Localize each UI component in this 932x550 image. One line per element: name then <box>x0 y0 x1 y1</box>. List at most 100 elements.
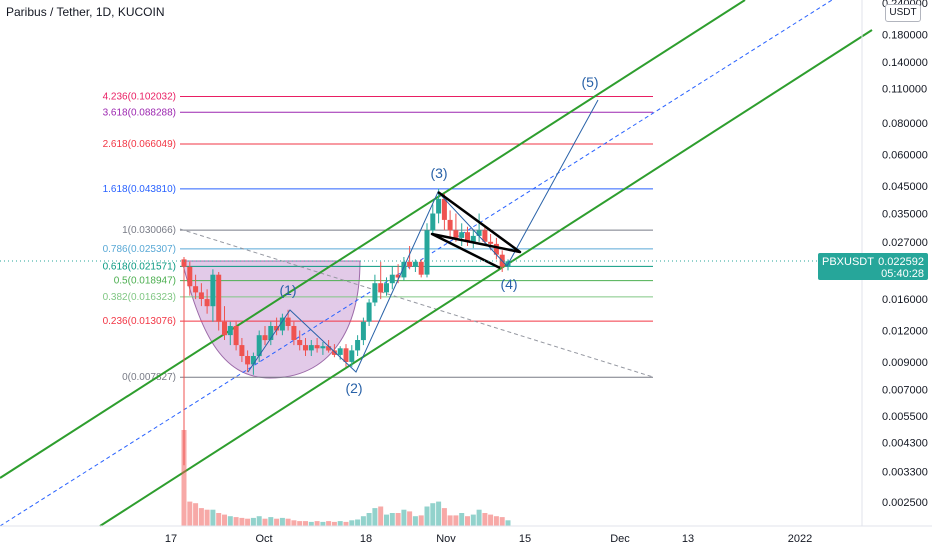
fib-trend-line <box>179 228 654 378</box>
volume-bar <box>436 501 442 526</box>
price-tag-bg <box>818 253 928 280</box>
volume-bar <box>343 521 349 526</box>
volume-bar <box>245 518 251 526</box>
volume-bar <box>233 517 239 526</box>
fib-level-label: 3.618(0.088288) <box>103 107 176 118</box>
price-tick-label: 0.004300 <box>882 438 928 450</box>
candle-body <box>488 241 494 244</box>
candle-body <box>279 317 285 331</box>
candle-body <box>401 261 407 278</box>
candle-body <box>233 326 239 346</box>
price-tick-label: 0.180000 <box>882 29 928 41</box>
candle-body <box>274 326 280 331</box>
price-tick-label: 0.012000 <box>882 326 928 338</box>
volume-bar <box>274 518 280 526</box>
candle-body <box>245 356 251 365</box>
time-tick-label: Dec <box>610 533 630 545</box>
time-tick-label: 2022 <box>788 533 812 545</box>
candle-body <box>314 345 320 349</box>
candle-body <box>459 232 465 238</box>
candle-body <box>285 317 291 326</box>
volume-bar <box>459 513 465 526</box>
volume-bar <box>222 514 227 526</box>
volume-bar <box>476 509 482 526</box>
candle-body <box>308 345 314 351</box>
candle-body <box>193 286 199 293</box>
time-axis[interactable]: 17 Oct 18 Nov 15 Dec 13 2022 <box>165 533 812 545</box>
volume-bar <box>366 513 372 526</box>
wave-label: (2) <box>345 380 362 396</box>
time-tick-label: 15 <box>519 533 531 545</box>
wave-label: (4) <box>500 276 517 292</box>
volume-bar <box>505 520 511 526</box>
volume-bars <box>181 430 511 526</box>
price-tick-label: 0.005500 <box>882 411 928 423</box>
fib-level-label: 1(0.030066) <box>122 225 176 236</box>
volume-bar <box>337 521 343 526</box>
volume-bar <box>482 513 488 526</box>
time-tick-label: Oct <box>255 533 272 545</box>
price-tag-countdown: 05:40:28 <box>881 268 924 280</box>
candle-body <box>441 198 447 220</box>
candle-body <box>262 335 268 341</box>
volume-bar <box>279 517 285 526</box>
volume-bar <box>331 521 337 526</box>
candle-body <box>216 274 222 322</box>
price-tick-label: 0.140000 <box>882 57 928 69</box>
price-tick-label: 0.027000 <box>882 237 928 249</box>
time-tick-label: Nov <box>436 533 456 545</box>
fib-level-label: 2.618(0.066049) <box>103 139 176 150</box>
volume-bar <box>204 509 210 526</box>
candle-body <box>453 230 459 238</box>
fib-level-label: 1.618(0.043810) <box>103 184 176 195</box>
currency-button[interactable]: USDT <box>885 4 921 22</box>
volume-bar <box>447 515 453 526</box>
chart-title: Paribus / Tether, 1D, KUCOIN <box>6 5 165 19</box>
candle-body <box>222 321 227 336</box>
volume-bar <box>326 521 332 526</box>
volume-bar <box>378 506 384 526</box>
cup-area <box>181 260 361 379</box>
volume-bar <box>262 518 268 526</box>
cup-shape <box>181 260 361 379</box>
candle-body <box>418 261 424 275</box>
volume-bar <box>239 517 245 526</box>
fib-levels: 4.236(0.102032) 3.618(0.088288) 2.618(0.06… <box>103 92 654 383</box>
price-tick-label: 0.045000 <box>882 181 928 193</box>
volume-bar <box>181 430 187 526</box>
volume-bar <box>355 519 361 526</box>
volume-bar <box>303 521 308 526</box>
volume-bar <box>384 514 389 526</box>
volume-bar <box>465 516 470 526</box>
volume-bar <box>453 515 459 526</box>
volume-bar <box>256 516 262 526</box>
volume-bar <box>291 520 297 526</box>
volume-bar <box>488 514 494 526</box>
price-tick-label: 0.003300 <box>882 467 928 479</box>
fib-level-label: 0.236(0.013076) <box>103 316 176 327</box>
wedge-pattern <box>430 190 522 270</box>
elliott-wave-path <box>247 99 599 373</box>
channel-upper-line <box>0 0 746 479</box>
candle-body <box>239 345 245 356</box>
time-tick-label: 17 <box>165 533 177 545</box>
volume-bar <box>493 516 499 526</box>
volume-bar <box>308 521 314 526</box>
candle-body <box>436 198 442 214</box>
volume-bar <box>395 513 401 526</box>
candle-body <box>424 230 430 275</box>
volume-bar <box>389 513 395 526</box>
candle-body <box>395 274 401 278</box>
candle-body <box>227 326 233 336</box>
price-tag-price: 0.022592 <box>878 256 924 268</box>
time-tick-label: 13 <box>682 533 694 545</box>
candle-body <box>337 348 343 355</box>
candle-body <box>349 350 355 362</box>
candle-body <box>291 326 297 340</box>
fib-level-label: 0(0.007827) <box>122 372 176 383</box>
candle-body <box>430 213 436 231</box>
candle-body <box>343 348 349 362</box>
candle-body <box>187 266 193 287</box>
volume-bar <box>430 503 436 526</box>
